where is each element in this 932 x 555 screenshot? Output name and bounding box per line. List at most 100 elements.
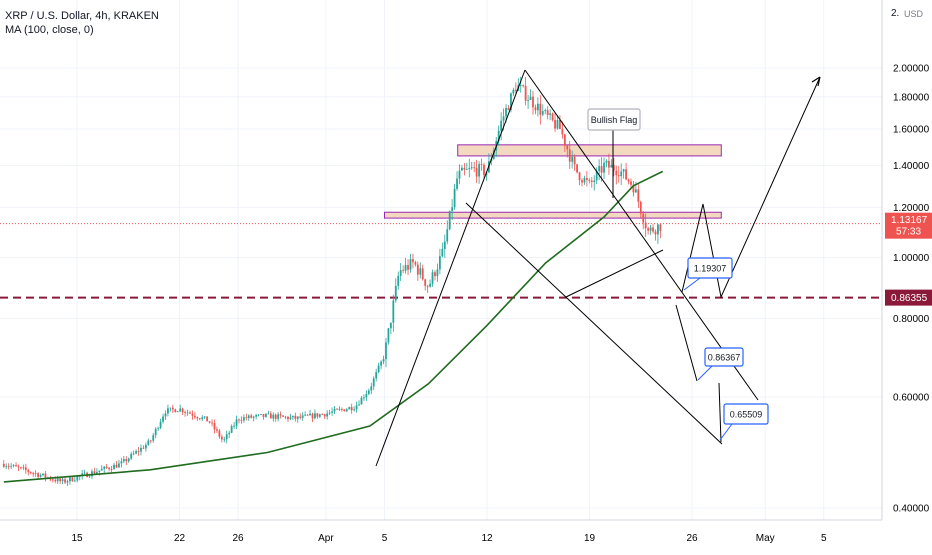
candle-body bbox=[434, 272, 436, 277]
arrow-head bbox=[811, 76, 821, 87]
candle-body bbox=[634, 189, 637, 193]
candle-body bbox=[363, 397, 365, 399]
candle-body bbox=[289, 417, 292, 420]
candle-body bbox=[465, 169, 468, 170]
candle-body bbox=[443, 241, 446, 249]
candle-body bbox=[451, 207, 454, 211]
candle-body bbox=[534, 107, 537, 111]
candle-body bbox=[179, 408, 182, 412]
ma-100-line[interactable] bbox=[3, 170, 664, 483]
support-price-tag[interactable] bbox=[885, 289, 932, 306]
candle-body bbox=[208, 421, 211, 423]
candle-body bbox=[73, 480, 76, 482]
candle-body bbox=[573, 156, 576, 165]
candle-body bbox=[122, 459, 125, 462]
candle-body bbox=[632, 184, 635, 193]
candle-body bbox=[355, 405, 358, 410]
candle-body bbox=[333, 408, 336, 412]
candle-body bbox=[581, 180, 583, 183]
candle-body bbox=[539, 103, 542, 115]
trend-line-down[interactable] bbox=[524, 69, 759, 401]
candle-body bbox=[316, 413, 319, 417]
candle-body bbox=[470, 167, 473, 169]
candle-body bbox=[282, 415, 284, 417]
candle-body bbox=[64, 479, 66, 483]
indicator-label[interactable]: MA (100, close, 0) bbox=[5, 24, 94, 36]
candle-body bbox=[22, 467, 25, 469]
candle-body bbox=[605, 160, 608, 163]
bullish-flag-callout-box[interactable] bbox=[587, 108, 641, 131]
candle-body bbox=[367, 390, 370, 394]
candle-body bbox=[152, 435, 155, 441]
price-tick-label: 1.00000 bbox=[893, 253, 930, 264]
candle-body bbox=[429, 283, 431, 287]
trend-drawings bbox=[375, 69, 821, 467]
candle-body bbox=[181, 408, 184, 413]
candle-body bbox=[600, 166, 603, 173]
candle-body bbox=[568, 149, 571, 162]
candle-body bbox=[277, 414, 280, 419]
channel-line-lower[interactable] bbox=[465, 202, 723, 445]
candle-body bbox=[593, 180, 596, 182]
candle-body bbox=[524, 85, 527, 101]
target-2-callout-box[interactable] bbox=[704, 347, 744, 367]
candle-body bbox=[157, 427, 160, 429]
candle-body bbox=[32, 473, 35, 474]
candle-body bbox=[610, 164, 613, 168]
candle-body bbox=[216, 429, 218, 431]
candle-body bbox=[120, 461, 123, 464]
candle-body bbox=[512, 89, 515, 94]
trend-line-up[interactable] bbox=[375, 69, 526, 467]
candle-body bbox=[639, 201, 642, 214]
candle-body bbox=[201, 417, 204, 420]
price-tick-label: 0.60000 bbox=[893, 393, 930, 404]
candle-body bbox=[414, 262, 417, 265]
moving-average-series bbox=[3, 170, 664, 483]
candle-body bbox=[647, 228, 650, 231]
target-3-callout-box[interactable] bbox=[723, 403, 769, 425]
candle-body bbox=[245, 417, 248, 419]
projection-path[interactable] bbox=[681, 76, 821, 299]
candle-body bbox=[556, 119, 559, 129]
last-price-tag[interactable] bbox=[885, 212, 932, 239]
candle-body bbox=[370, 386, 373, 391]
candle-body bbox=[71, 477, 74, 482]
candle-body bbox=[125, 459, 128, 462]
candle-body bbox=[473, 167, 476, 169]
candle-body bbox=[61, 479, 64, 482]
candle-body bbox=[110, 469, 113, 470]
candle-body bbox=[196, 417, 199, 419]
candle-body bbox=[318, 414, 321, 417]
candle-body bbox=[399, 270, 402, 276]
target-1-callout-box[interactable] bbox=[687, 257, 733, 279]
flag-line[interactable] bbox=[565, 249, 664, 298]
candle-body bbox=[627, 179, 630, 182]
candle-body bbox=[502, 116, 505, 121]
candlestick-series bbox=[2, 76, 662, 486]
candle-body bbox=[497, 130, 500, 142]
candle-body bbox=[659, 224, 662, 231]
candle-body bbox=[463, 167, 466, 170]
candle-body bbox=[529, 96, 532, 100]
candle-body bbox=[583, 178, 586, 183]
candle-body bbox=[549, 113, 552, 115]
candle-body bbox=[483, 164, 485, 176]
symbol-title[interactable]: XRP / U.S. Dollar, 4h, KRAKEN bbox=[5, 10, 159, 22]
resistance-zone-1[interactable] bbox=[457, 144, 722, 157]
candle-body bbox=[348, 407, 351, 410]
candle-body bbox=[176, 411, 179, 413]
candle-body bbox=[336, 408, 338, 410]
candle-body bbox=[522, 85, 525, 86]
candle-body bbox=[421, 268, 424, 280]
candle-body bbox=[20, 467, 22, 469]
candle-body bbox=[301, 415, 304, 418]
resistance-zone-2[interactable] bbox=[384, 211, 722, 219]
candle-body bbox=[338, 408, 341, 410]
candle-body bbox=[115, 464, 118, 468]
candle-body bbox=[453, 188, 456, 208]
chart-grid bbox=[0, 0, 882, 520]
candle-body bbox=[34, 473, 37, 475]
chart-legend: XRP / U.S. Dollar, 4h, KRAKEN MA (100, c… bbox=[5, 9, 159, 37]
